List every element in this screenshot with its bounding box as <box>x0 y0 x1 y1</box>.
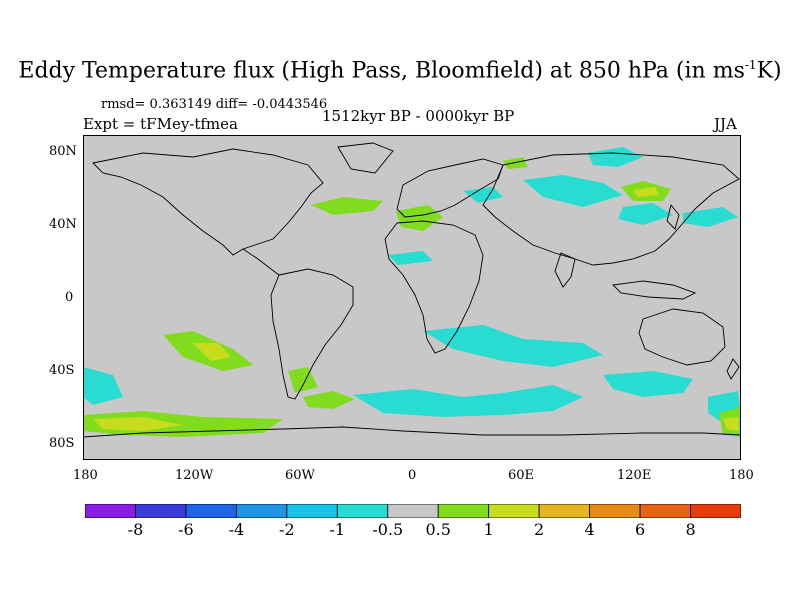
coast-greenland <box>337 142 394 174</box>
coast-india <box>554 252 576 288</box>
pos-region-ross-sea-core <box>723 417 739 431</box>
colorbar-label: -2 <box>279 520 295 539</box>
x-tick-120w: 120W <box>175 468 214 483</box>
map-title: Eddy Temperature flux (High Pass, Bloomf… <box>18 58 782 84</box>
neg-region-south-pacific-west <box>83 367 123 405</box>
colorbar-cell <box>690 504 741 518</box>
coast-new-zealand <box>726 358 740 380</box>
pos-region-drake-passage <box>303 391 355 409</box>
colorbar-label: 2 <box>534 520 545 539</box>
anomaly-shading <box>83 147 741 437</box>
colorbar-cell <box>135 504 187 518</box>
coast-antarctica <box>83 426 741 438</box>
x-tick-60e: 60E <box>508 468 535 483</box>
coast-asia <box>482 152 740 266</box>
rmsd-diff-label: rmsd= 0.363149 diff= -0.0443546 <box>101 97 328 112</box>
map-frame <box>83 135 741 460</box>
period-label: 1512kyr BP - 0000kyr BP <box>322 107 515 125</box>
neg-region-central-asia <box>523 175 623 207</box>
coast-japan <box>666 204 680 230</box>
coast-europe <box>396 158 504 218</box>
pos-region-mongolia-core <box>633 187 659 197</box>
colorbar-label: 8 <box>685 520 696 539</box>
coast-north-america <box>92 148 324 256</box>
x-tick-0: 0 <box>408 468 417 483</box>
pos-region-north-atlantic <box>311 197 383 215</box>
neg-region-north-pacific <box>683 207 738 227</box>
colorbar-cell <box>85 504 136 518</box>
pos-region-patagonia <box>288 367 318 393</box>
y-tick-80s: 80S <box>49 436 75 451</box>
neg-region-indian-ocean <box>603 371 693 397</box>
coast-central-america <box>242 248 280 276</box>
colorbar-cell <box>488 504 540 518</box>
colorbar-label: 1 <box>483 520 494 539</box>
x-tick-60w: 60W <box>285 468 315 483</box>
coast-africa <box>384 220 484 354</box>
y-tick-0: 0 <box>65 290 74 305</box>
colorbar-label: 0.5 <box>425 520 451 539</box>
colorbar-cell <box>336 504 389 518</box>
colorbar-cell <box>589 504 641 518</box>
colorbar-label: 6 <box>634 520 646 539</box>
colorbar-label: -6 <box>178 520 194 539</box>
x-tick-180w: 180 <box>73 468 98 483</box>
colorbar-cell <box>185 504 237 518</box>
neg-region-sahel <box>388 251 433 265</box>
neg-region-europe <box>463 187 503 203</box>
neg-region-east-asia <box>618 203 673 225</box>
colorbar-label: -1 <box>329 520 346 539</box>
pos-region-mediterranean <box>396 205 443 231</box>
colorbar-label: -8 <box>127 520 144 539</box>
neg-region-southern-ocean <box>353 385 583 417</box>
colorbar-label: -0.5 <box>372 520 404 539</box>
y-tick-80n: 80N <box>49 144 77 159</box>
colorbar <box>85 504 741 518</box>
x-tick-180e: 180 <box>729 468 754 483</box>
experiment-label: Expt = tFMey-tfmea <box>83 115 238 133</box>
colorbar-cell <box>538 504 591 518</box>
pos-region-antarctic-pacific-core <box>93 417 183 431</box>
pos-region-south-pacific-core <box>193 343 231 361</box>
pos-region-scandinavia <box>503 157 528 169</box>
neg-region-south-atlantic <box>423 325 603 367</box>
coast-indonesia <box>612 280 697 300</box>
flux-anomaly-map <box>83 135 741 460</box>
colorbar-label: -4 <box>228 520 245 539</box>
coast-australia <box>638 308 726 366</box>
x-tick-120e: 120E <box>617 468 652 483</box>
colorbar-cell <box>235 504 288 518</box>
colorbar-cell <box>286 504 338 518</box>
y-tick-40s: 40S <box>49 363 75 378</box>
neg-region-siberia <box>588 147 643 167</box>
colorbar-label: 4 <box>584 520 595 539</box>
coastlines <box>83 142 741 438</box>
season-label: JJA <box>714 115 737 133</box>
colorbar-cell <box>437 504 490 518</box>
coast-south-america <box>270 268 354 400</box>
colorbar-cell <box>639 504 691 518</box>
colorbar-cell <box>387 504 439 518</box>
y-tick-40n: 40N <box>49 217 77 232</box>
